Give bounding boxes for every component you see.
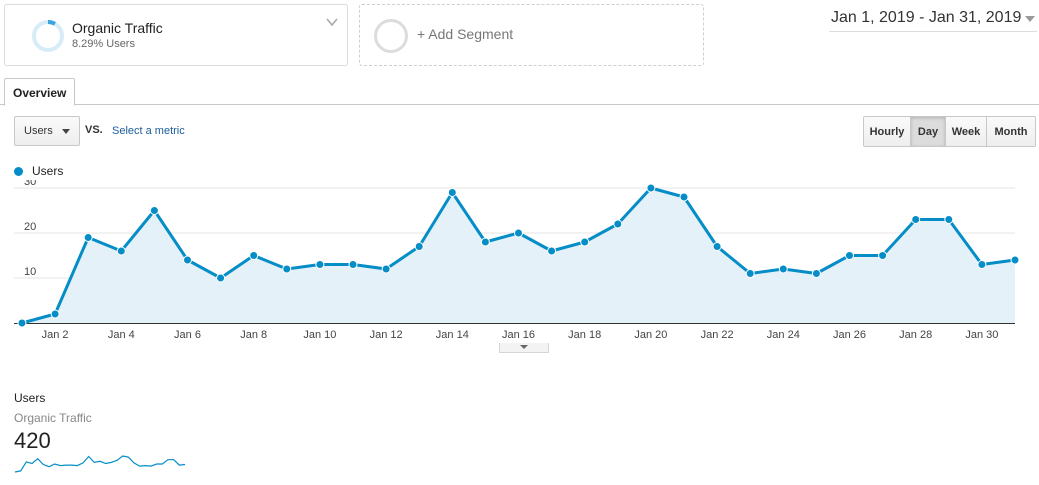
segment-ring-track: [32, 20, 64, 52]
tab-bar-divider: [0, 104, 1039, 105]
data-point: [811, 269, 821, 278]
data-point: [83, 233, 93, 242]
x-tick-label: Jan 18: [568, 329, 601, 341]
segment-subtitle: 8.29% Users: [72, 38, 135, 50]
data-point: [183, 255, 192, 265]
data-point: [50, 309, 60, 319]
x-tick-label: Jan 22: [701, 329, 734, 341]
caret-down-icon: [1025, 16, 1035, 22]
x-tick-label: Jan 8: [240, 329, 267, 341]
y-tick-label: 20: [24, 221, 36, 233]
x-tick-label: Jan 16: [502, 329, 535, 341]
data-point: [679, 192, 689, 202]
summary-segment-label: Organic Traffic: [14, 411, 92, 425]
data-point: [977, 260, 987, 269]
granularity-hourly-button[interactable]: Hourly: [864, 117, 911, 146]
x-tick-label: Jan 6: [174, 329, 201, 341]
granularity-week-button[interactable]: Week: [946, 117, 987, 146]
data-point: [745, 269, 755, 278]
summary-value: 420: [14, 428, 51, 453]
chevron-down-icon[interactable]: [325, 15, 339, 29]
select-metric-link[interactable]: Select a metric: [112, 125, 185, 137]
x-tick-label: Jan 14: [436, 329, 469, 341]
metric-select-value: Users: [24, 125, 53, 137]
date-range-picker[interactable]: Jan 1, 2019 - Jan 31, 2019: [829, 6, 1037, 32]
caret-down-icon: [62, 129, 70, 134]
tab-overview[interactable]: Overview: [4, 78, 75, 106]
y-tick-label: 30: [24, 180, 36, 188]
data-point: [216, 273, 226, 283]
data-point: [116, 246, 126, 256]
legend-label-users: Users: [32, 164, 64, 178]
x-tick-label: Jan 10: [303, 329, 336, 341]
granularity-day-button[interactable]: Day: [911, 117, 946, 146]
data-point: [911, 215, 921, 224]
add-segment-label: + Add Segment: [417, 26, 514, 42]
data-point: [282, 264, 292, 274]
metric-select[interactable]: Users: [14, 116, 80, 146]
data-point: [944, 215, 954, 224]
data-point: [149, 206, 159, 215]
data-point: [514, 228, 523, 238]
date-range-text: Jan 1, 2019 - Jan 31, 2019: [831, 9, 1022, 26]
chart-collapse-handle[interactable]: [499, 343, 549, 353]
data-point: [646, 183, 656, 193]
data-point: [17, 318, 27, 328]
add-segment-ring-icon: [374, 19, 408, 53]
data-point: [249, 251, 259, 260]
data-point: [315, 260, 325, 269]
granularity-toggle: Hourly Day Week Month: [863, 116, 1036, 147]
users-sparkline: [14, 455, 186, 473]
data-point: [414, 242, 424, 251]
chart-legend: Users: [14, 164, 63, 178]
data-point: [613, 219, 623, 229]
data-point: [878, 251, 888, 260]
x-tick-label: Jan 28: [899, 329, 932, 341]
data-point: [381, 264, 391, 274]
x-tick-label: Jan 24: [767, 329, 800, 341]
segment-name: Organic Traffic: [72, 20, 163, 36]
x-tick-label: Jan 2: [42, 329, 69, 341]
legend-swatch-users: [14, 166, 23, 176]
x-tick-label: Jan 20: [634, 329, 667, 341]
granularity-month-button[interactable]: Month: [987, 117, 1035, 146]
data-point: [1010, 255, 1020, 265]
data-point: [712, 242, 722, 251]
add-segment-button[interactable]: + Add Segment: [359, 4, 704, 66]
data-point: [348, 260, 358, 269]
users-line-chart[interactable]: 10 20 30 Jan 2 Jan 4 Jan 6 Jan 8 Jan 10 Jan 12 Ja…: [0, 180, 1039, 345]
data-point: [845, 251, 854, 260]
data-point: [547, 246, 557, 256]
data-point: [480, 237, 490, 247]
data-point: [580, 237, 590, 247]
x-tick-label: Jan 4: [108, 329, 135, 341]
summary-metric-label: Users: [14, 391, 46, 405]
vs-label: VS.: [85, 124, 103, 136]
segment-ring-icon: [32, 20, 64, 52]
data-point: [778, 264, 788, 274]
data-point: [447, 188, 457, 197]
sparkline-path: [14, 455, 186, 473]
x-tick-label: Jan 30: [965, 329, 998, 341]
x-tick-label: Jan 26: [833, 329, 866, 341]
segment-ring-arc: [32, 20, 64, 52]
x-tick-label: Jan 12: [370, 329, 403, 341]
y-tick-label: 10: [24, 266, 36, 278]
users-area-fill: [22, 188, 1015, 323]
segment-card-organic-traffic[interactable]: Organic Traffic 8.29% Users: [4, 4, 348, 66]
